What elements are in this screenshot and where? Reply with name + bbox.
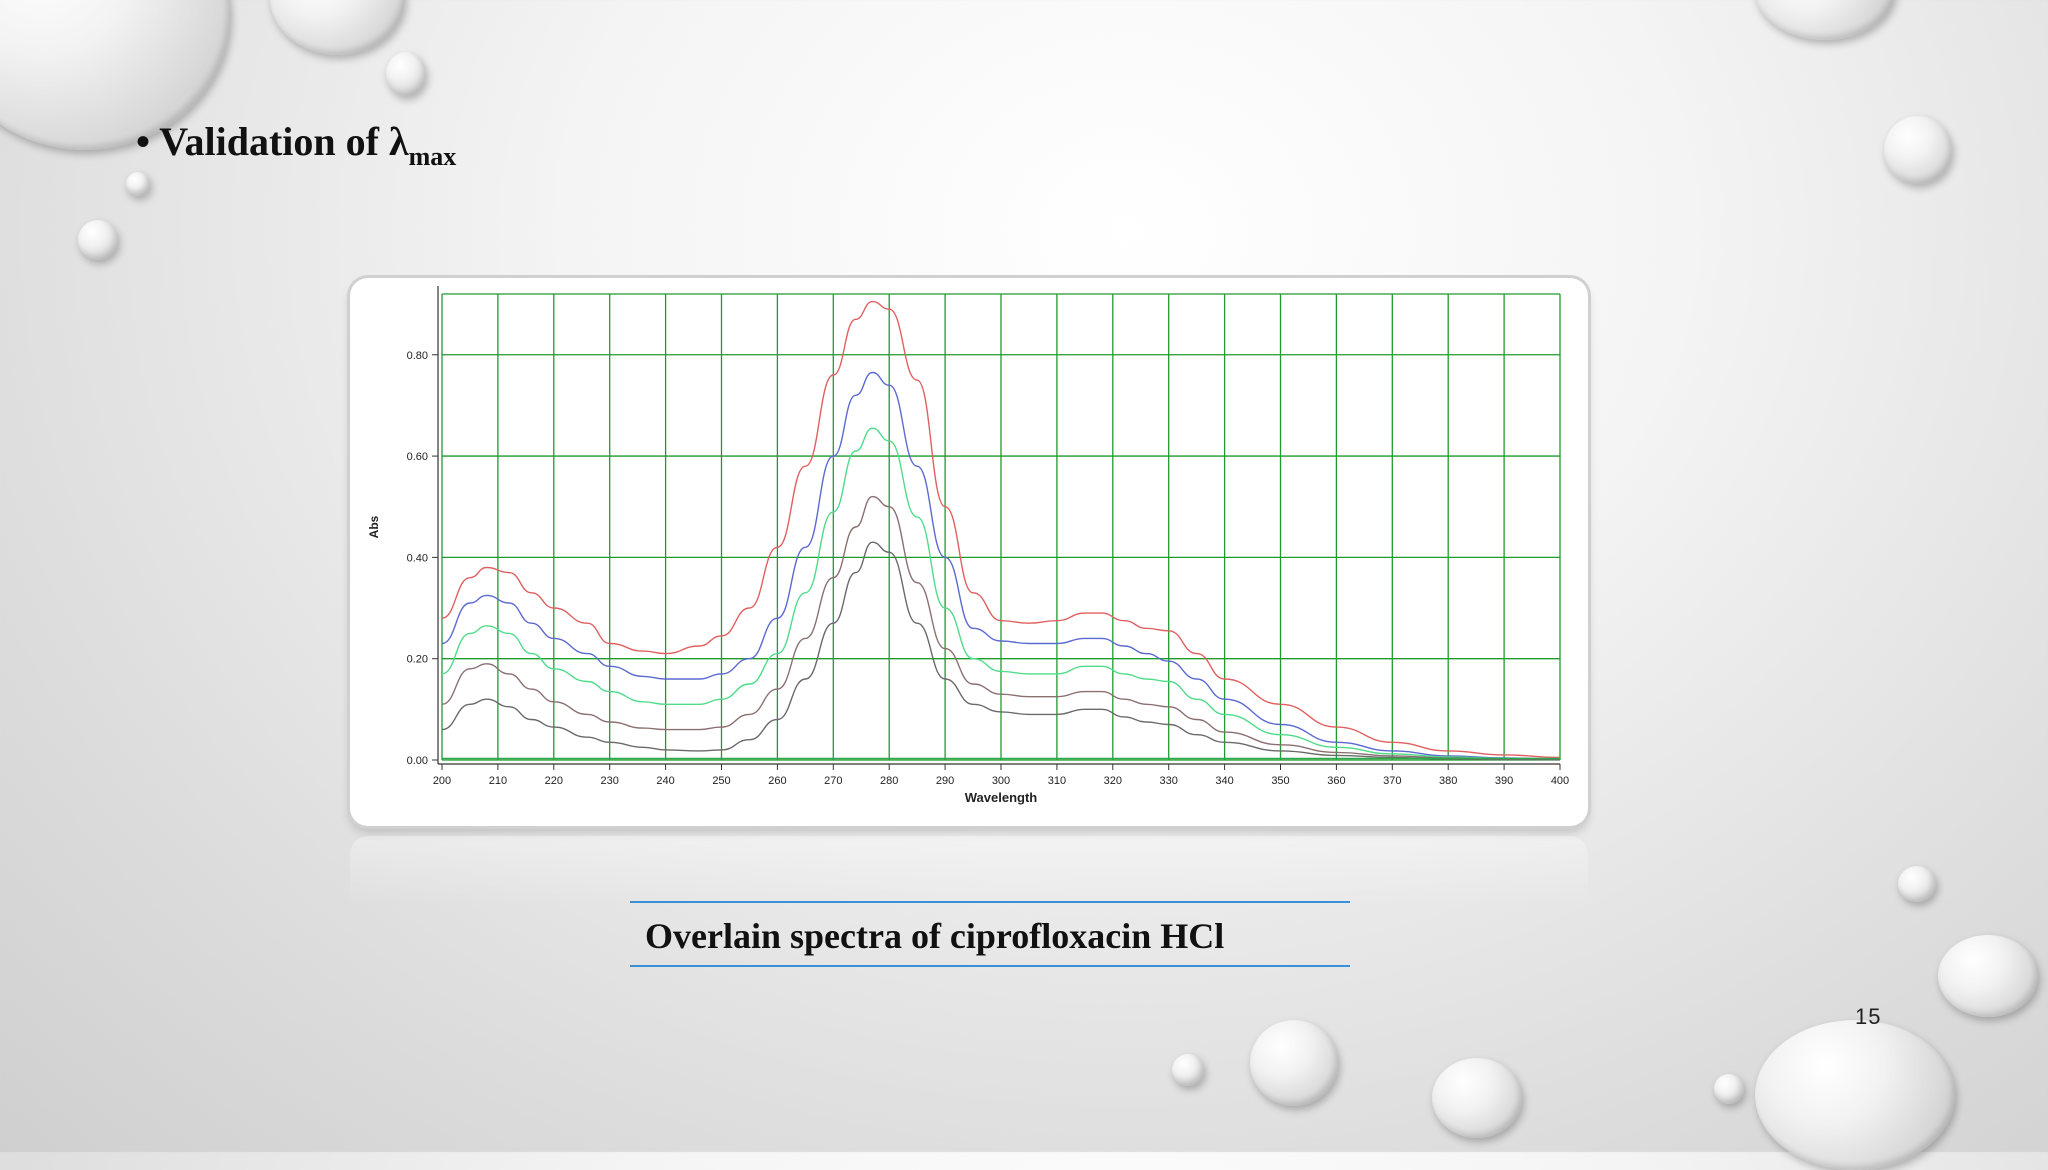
x-tick-label: 300 (992, 775, 1010, 787)
x-tick-label: 260 (768, 775, 786, 787)
x-tick-label: 200 (433, 775, 451, 787)
x-tick-label: 210 (489, 775, 507, 787)
x-tick-label: 220 (545, 775, 563, 787)
x-tick-label: 310 (1048, 775, 1066, 787)
y-tick-label: 0.20 (407, 654, 428, 666)
water-drop-decoration (126, 172, 150, 196)
water-drop-decoration (78, 220, 118, 260)
x-tick-label: 250 (712, 775, 730, 787)
x-tick-label: 340 (1215, 775, 1233, 787)
spectrum-series-line-4 (441, 495, 1561, 761)
water-drop-decoration (1755, 1020, 1955, 1170)
bullet-symbol: • (136, 119, 151, 164)
water-drop-decoration (1884, 116, 1952, 184)
x-tick-label: 370 (1383, 775, 1401, 787)
x-tick-label: 280 (880, 775, 898, 787)
caption-box: Overlain spectra of ciprofloxacin HCl (630, 901, 1350, 967)
y-tick-label: 0.60 (407, 451, 428, 463)
x-tick-label: 350 (1271, 775, 1289, 787)
x-tick-label: 360 (1327, 775, 1345, 787)
water-drop-decoration (1250, 1020, 1338, 1106)
water-drop-decoration (1172, 1054, 1204, 1086)
x-tick-label: 390 (1495, 775, 1513, 787)
y-tick-label: 0.80 (407, 350, 428, 362)
heading-text: Validation of λ (159, 119, 409, 164)
x-tick-label: 270 (824, 775, 842, 787)
spectrum-series-line-1 (441, 300, 1561, 759)
chart-reflection (350, 836, 1588, 906)
page-number: 15 (1855, 1004, 1882, 1029)
water-drop-decoration (1755, 0, 1895, 40)
heading-subscript: max (408, 142, 457, 171)
spectra-chart-frame: 200 210 220 230 240 250 260 270 280 290 300 310 320 3… (350, 278, 1588, 826)
chart-caption: Overlain spectra of ciprofloxacin HCl (645, 916, 1225, 956)
slide-heading: • Validation of λmax (136, 118, 456, 172)
spectrum-series-line-3 (441, 427, 1561, 760)
x-tick-label: 230 (601, 775, 619, 787)
x-tick-label: 380 (1439, 775, 1457, 787)
water-drop-decoration (386, 52, 426, 96)
spectrum-series-line-5 (441, 541, 1560, 761)
spectrum-series-line-2 (441, 371, 1561, 760)
water-drop-decoration (1714, 1074, 1744, 1104)
y-tick-label: 0.00 (407, 755, 428, 767)
spectra-chart: 200 210 220 230 240 250 260 270 280 290 300 310 320 3… (367, 286, 1569, 805)
x-tick-label: 320 (1104, 775, 1122, 787)
x-tick-label: 400 (1551, 775, 1569, 787)
water-drop-decoration (1432, 1058, 1522, 1138)
y-tick-label: 0.40 (407, 552, 428, 564)
x-axis-label: Wavelength (965, 790, 1038, 805)
water-drop-decoration (1898, 866, 1936, 902)
y-axis-label: Abs (367, 515, 381, 538)
x-tick-label: 240 (656, 775, 674, 787)
water-drop-decoration (1938, 935, 2038, 1017)
x-tick-label: 290 (936, 775, 954, 787)
x-tick-label: 330 (1160, 775, 1178, 787)
water-drop-decoration (270, 0, 405, 55)
